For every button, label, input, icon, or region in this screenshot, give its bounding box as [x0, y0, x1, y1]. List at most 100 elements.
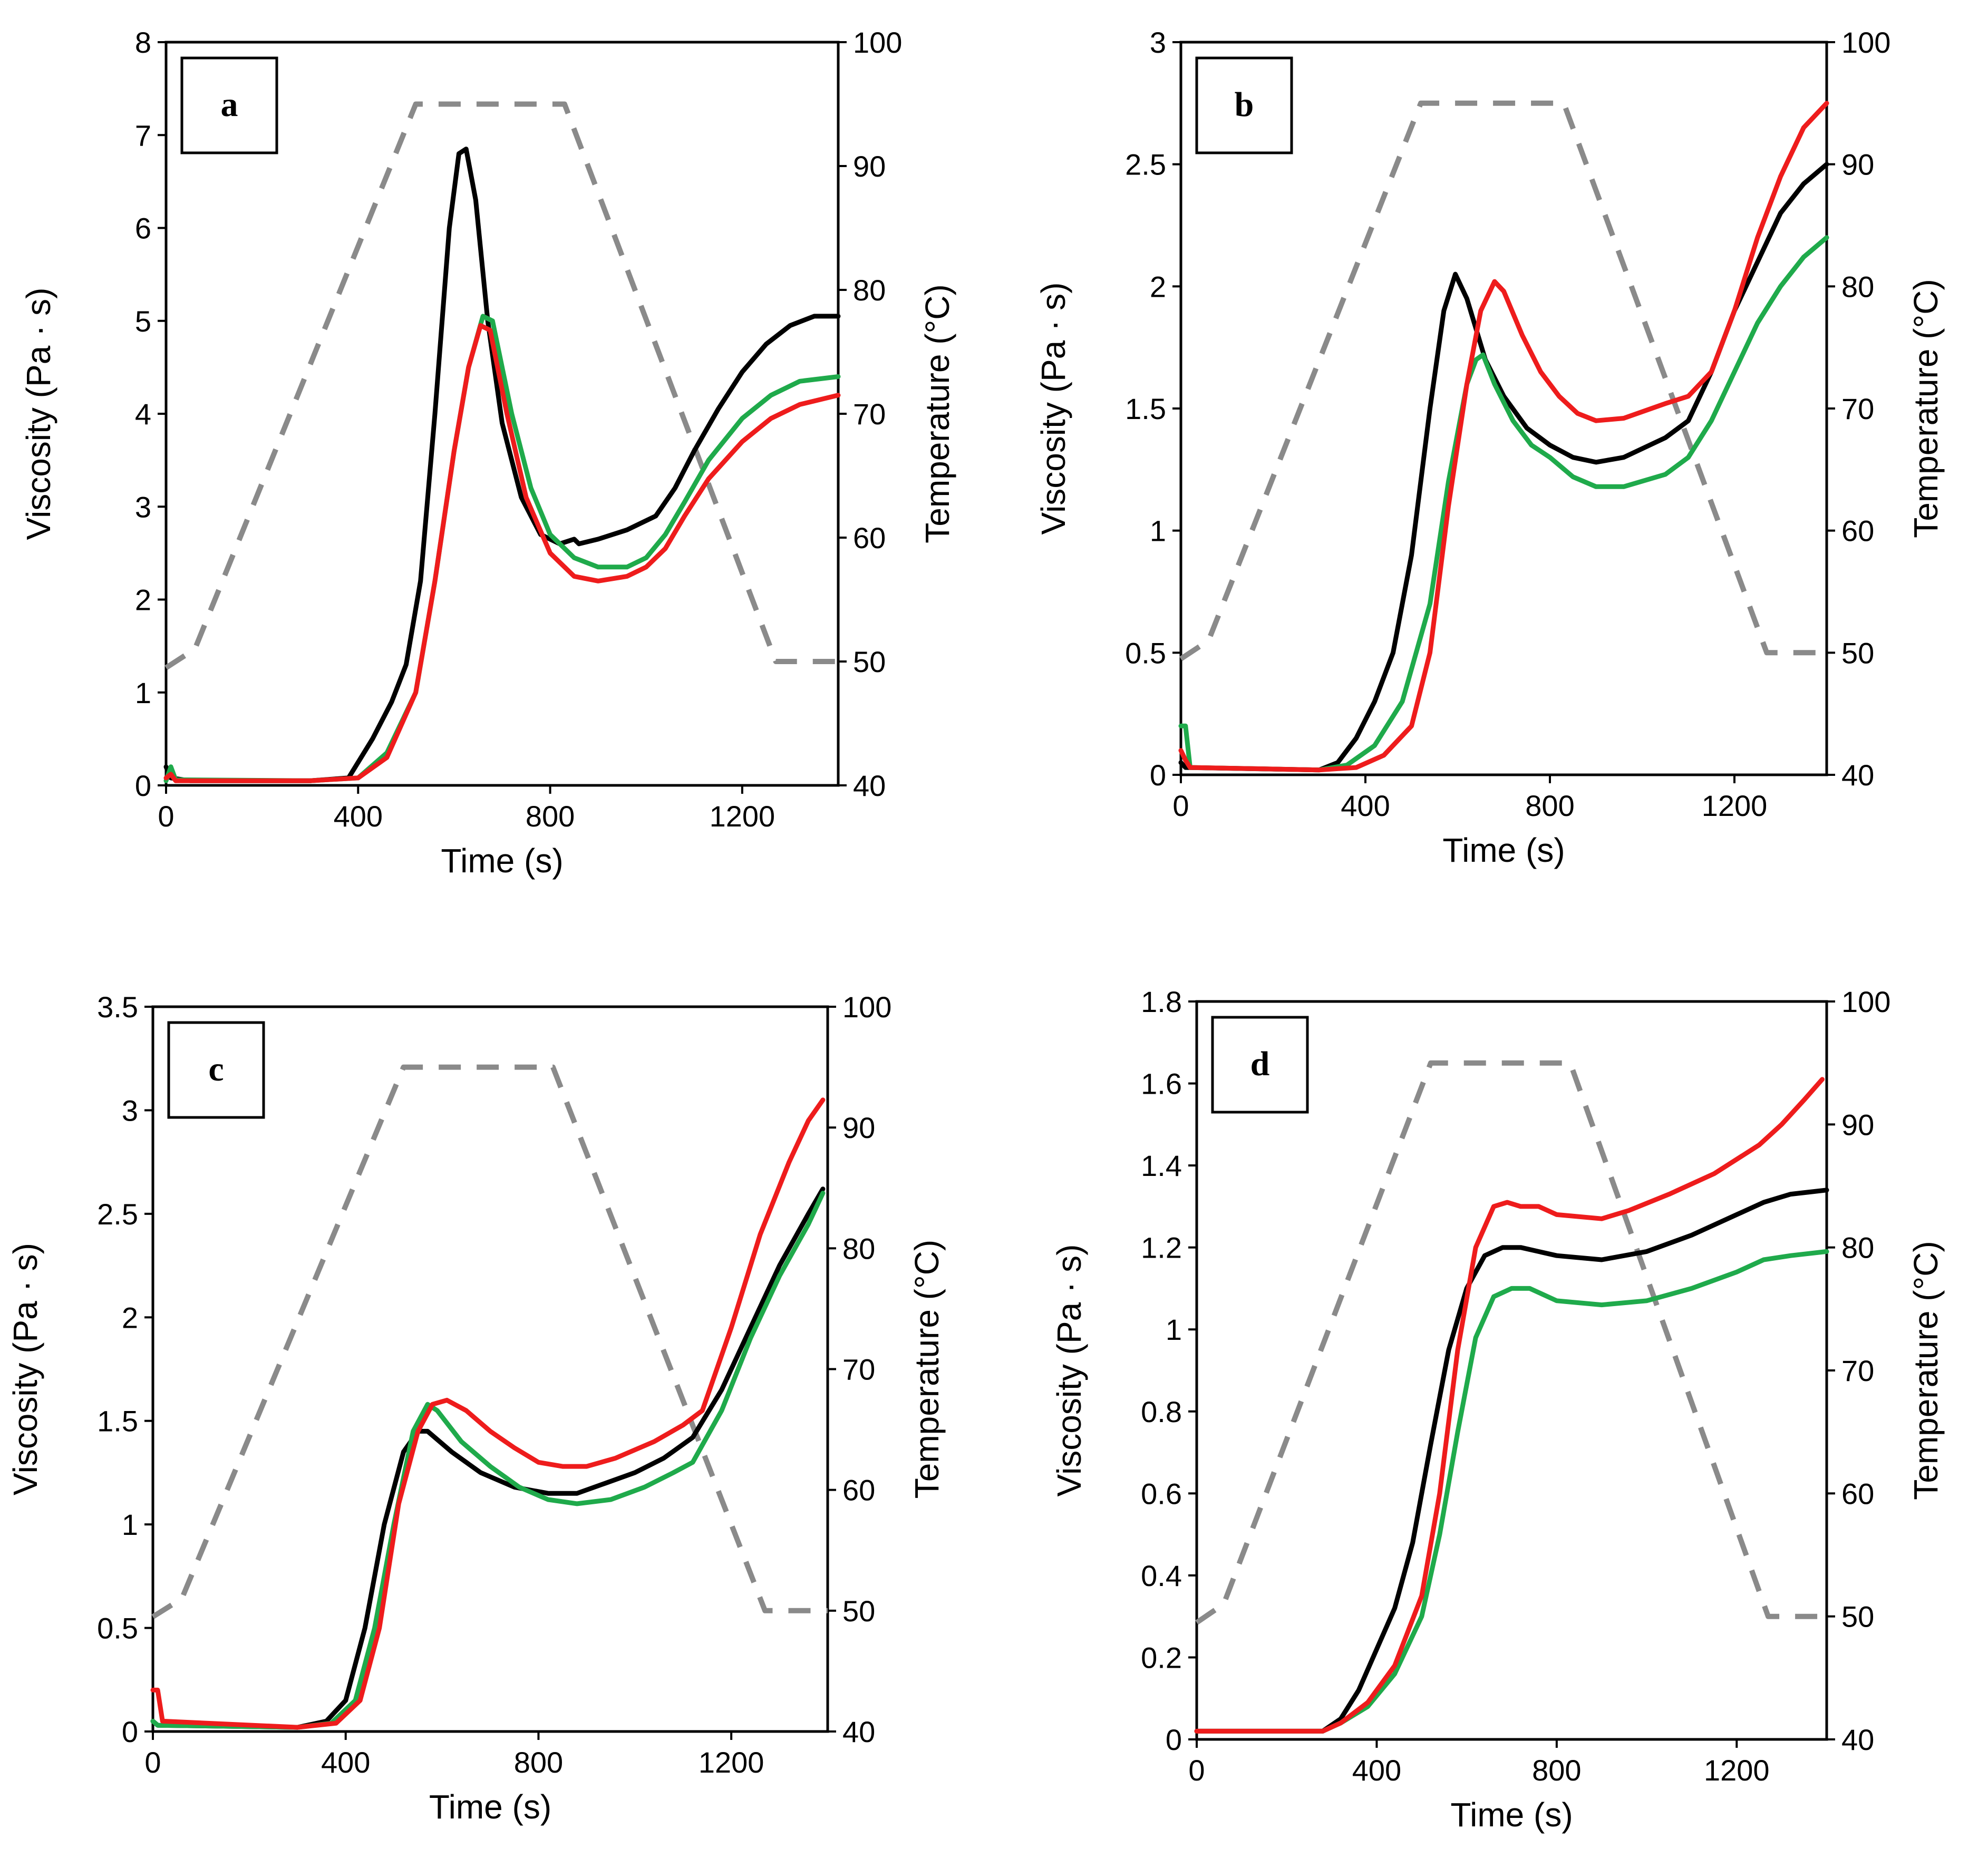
y2-tick-label: 90 [853, 150, 886, 183]
y-tick-label: 1.6 [1141, 1067, 1182, 1101]
x-axis-title: Time (s) [429, 1788, 551, 1826]
y-tick-label: 1 [1166, 1313, 1182, 1346]
series-line-temperature [151, 1064, 828, 1619]
y-tick-label: 2 [1150, 270, 1166, 303]
y2-tick-label: 90 [842, 1111, 875, 1144]
y-tick-label: 5 [135, 305, 151, 338]
y2-tick-label: 100 [842, 990, 891, 1024]
y-tick-label: 6 [135, 212, 151, 245]
y-tick-label: 0.2 [1141, 1641, 1182, 1674]
chart-panel-a: 0 1 2 3 4 5 6 7 8 40 50 60 70 80 90 100 0 400 800 1200 Time … [20, 26, 956, 880]
y2-tick-label: 70 [1841, 1354, 1874, 1387]
x-tick-label: 800 [514, 1746, 563, 1779]
panel-label: d [1250, 1045, 1270, 1083]
panel-label: b [1235, 85, 1254, 124]
x-tick-label: 800 [1525, 789, 1574, 822]
y2-axis-title: Temperature (°C) [918, 284, 956, 543]
y-tick-label: 2.5 [1125, 148, 1166, 181]
y2-tick-label: 50 [1841, 636, 1874, 669]
panel-label-box [1195, 56, 1293, 154]
y-tick-label: 7 [135, 119, 151, 152]
panel-label-box [1211, 1016, 1309, 1114]
series-line-temperature [164, 101, 838, 670]
y-tick-label: 0 [1150, 758, 1166, 792]
series-line-red [1178, 101, 1829, 773]
y-tick-label: 3 [135, 490, 151, 523]
y-tick-label: 1 [122, 1508, 138, 1541]
y2-tick-label: 40 [853, 769, 886, 802]
y2-tick-label: 80 [842, 1232, 875, 1265]
y-tick-label: 3 [1150, 26, 1166, 59]
y-tick-label: 1.8 [1141, 985, 1182, 1018]
y2-tick-label: 40 [1841, 1723, 1874, 1756]
x-tick-label: 1200 [710, 800, 775, 833]
y2-tick-label: 100 [1841, 26, 1890, 59]
y2-axis-title: Temperature (°C) [1907, 1241, 1945, 1500]
x-axis-title: Time (s) [441, 842, 563, 880]
series-line-black [1194, 1188, 1829, 1734]
y2-tick-label: 90 [1841, 1108, 1874, 1141]
x-tick-label: 400 [1352, 1754, 1401, 1787]
y-tick-label: 1.5 [1125, 392, 1166, 425]
x-tick-label: 0 [1188, 1754, 1205, 1787]
y2-tick-label: 50 [1841, 1600, 1874, 1633]
x-axis-title: Time (s) [1450, 1796, 1573, 1834]
y2-axis-title: Temperature (°C) [1907, 279, 1945, 538]
x-tick-label: 800 [1532, 1754, 1581, 1787]
x-tick-label: 400 [334, 800, 383, 833]
y-axis-title: Viscosity (Pa · s) [1050, 1244, 1088, 1497]
series-line-red [1194, 1077, 1825, 1734]
x-tick-label: 400 [1341, 789, 1390, 822]
y2-axis-title: Temperature (°C) [908, 1240, 946, 1499]
series-line-black [163, 147, 841, 783]
y2-tick-label: 90 [1841, 148, 1874, 181]
y-tick-label: 1.2 [1141, 1231, 1182, 1264]
y-tick-label: 1 [1150, 514, 1166, 548]
y-tick-label: 0 [122, 1715, 138, 1748]
y2-tick-label: 50 [853, 645, 886, 678]
y-tick-label: 1.5 [97, 1405, 138, 1438]
chart-panel-c: 0 0.5 1 1.5 2 2.5 3 3.5 40 50 60 70 80 90 100 0 400 800 12… [6, 990, 946, 1826]
y2-tick-label: 80 [1841, 1231, 1874, 1264]
chart-panel-d: 0 0.2 0.4 0.6 0.8 1 1.2 1.4 1.6 1.8 40 50 60 70 80 90 10… [1050, 985, 1945, 1834]
series-line-black [1178, 162, 1829, 773]
y2-tick-label: 60 [1841, 1477, 1874, 1510]
x-tick-label: 800 [526, 800, 575, 833]
y2-tick-label: 60 [842, 1474, 875, 1507]
y-tick-label: 3.5 [97, 990, 138, 1024]
y2-tick-label: 70 [1841, 392, 1874, 425]
panel-label: c [208, 1050, 224, 1088]
y-tick-label: 0.6 [1141, 1477, 1182, 1510]
x-tick-label: 400 [321, 1746, 370, 1779]
y2-tick-label: 40 [1841, 758, 1874, 792]
y-tick-label: 2.5 [97, 1198, 138, 1231]
x-tick-label: 0 [158, 800, 174, 833]
y-tick-label: 2 [122, 1301, 138, 1334]
x-tick-label: 1200 [1704, 1754, 1770, 1787]
x-tick-label: 0 [144, 1746, 161, 1779]
y2-tick-label: 70 [842, 1353, 875, 1386]
series-line-red [150, 1097, 826, 1730]
chart-panel-b: 0 0.5 1 1.5 2 2.5 3 40 50 60 70 80 90 100 0 400 800 1200 T… [1034, 26, 1945, 869]
y-tick-label: 1 [135, 676, 151, 709]
panel-label-box [180, 56, 278, 154]
y-axis-title: Viscosity (Pa · s) [6, 1243, 44, 1495]
x-tick-label: 0 [1172, 789, 1189, 822]
y2-tick-label: 60 [853, 521, 886, 554]
series-line-red [163, 323, 841, 783]
y2-tick-label: 50 [842, 1594, 875, 1628]
panel-label-box [167, 1021, 265, 1119]
y2-tick-label: 100 [853, 26, 902, 59]
y-tick-label: 0.4 [1141, 1559, 1182, 1592]
x-tick-label: 1200 [699, 1746, 764, 1779]
y-axis-title: Viscosity (Pa · s) [20, 288, 57, 540]
y2-tick-label: 60 [1841, 514, 1874, 548]
y-tick-label: 2 [135, 583, 151, 617]
series-line-green [1194, 1249, 1829, 1734]
series-line-green [1178, 235, 1829, 773]
y-tick-label: 0 [1166, 1723, 1182, 1756]
y2-tick-label: 100 [1841, 985, 1890, 1018]
y-tick-label: 8 [135, 26, 151, 59]
y-tick-label: 0.5 [1125, 636, 1166, 669]
